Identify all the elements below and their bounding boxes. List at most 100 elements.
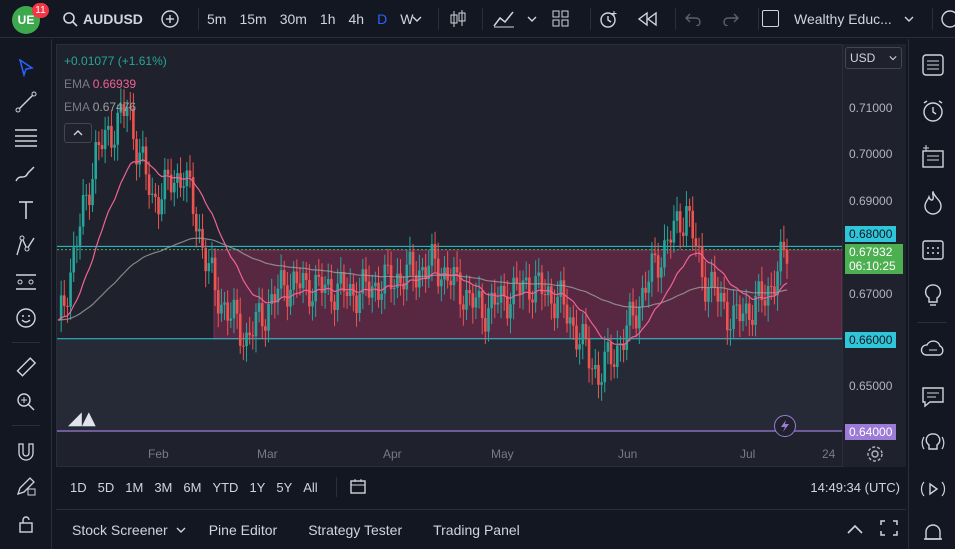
help-button[interactable] xyxy=(919,429,947,457)
currency-select[interactable]: USD xyxy=(845,47,902,69)
candle-body xyxy=(506,296,509,319)
notifications-button[interactable] xyxy=(919,519,947,547)
layout-checkbox[interactable] xyxy=(762,0,779,38)
candle-body xyxy=(480,290,484,319)
news-flash-button[interactable] xyxy=(774,415,796,437)
utc-clock[interactable]: 14:49:34 (UTC) xyxy=(810,479,900,495)
indicators-dropdown[interactable] xyxy=(527,0,537,38)
indicators-button[interactable] xyxy=(493,0,515,38)
price-change: +0.01077 (+1.61%) xyxy=(64,54,167,68)
range-3m[interactable]: 3M xyxy=(154,479,173,495)
candle-body xyxy=(339,272,343,284)
interval-list: 5m 15m 30m 1h 4h D W xyxy=(207,0,426,38)
hotlists-button[interactable] xyxy=(919,189,947,217)
quick-search-button[interactable] xyxy=(938,0,955,38)
maximize-panel-button[interactable] xyxy=(880,520,898,539)
replay-panel-button[interactable] xyxy=(919,475,947,503)
interval-w[interactable]: W xyxy=(400,11,414,27)
layouts-button[interactable] xyxy=(552,0,570,38)
range-5y[interactable]: 5Y xyxy=(276,479,293,495)
divider xyxy=(335,477,337,497)
range-1m[interactable]: 1M xyxy=(125,479,144,495)
alert-button[interactable] xyxy=(598,0,618,38)
goto-date-button[interactable] xyxy=(349,477,367,498)
ema-fast-row[interactable]: EMA 0.66939 xyxy=(64,73,167,96)
streams-button[interactable] xyxy=(919,335,947,363)
tab-pine-editor[interactable]: Pine Editor xyxy=(208,521,278,538)
alarm-icon xyxy=(600,10,617,28)
interval-dropdown[interactable] xyxy=(412,0,422,38)
candle-body xyxy=(374,282,377,287)
replay-button[interactable] xyxy=(638,0,658,38)
candle-body xyxy=(484,318,487,332)
ema-slow-row[interactable]: EMA 0.67476 xyxy=(64,96,167,119)
interval-5m[interactable]: 5m xyxy=(207,11,227,27)
tradingview-logo[interactable]: ◢▲ xyxy=(68,408,96,429)
watchlist-button[interactable] xyxy=(919,51,947,79)
tab-strategy-tester[interactable]: Strategy Tester xyxy=(308,521,403,538)
pattern-tool[interactable] xyxy=(13,233,39,259)
chart-settings-button[interactable] xyxy=(866,445,884,468)
ema-slow-line xyxy=(57,237,788,321)
icon-tool[interactable] xyxy=(13,305,39,331)
chart-type-button[interactable] xyxy=(449,0,467,38)
calendar-button[interactable] xyxy=(919,235,947,263)
ema-fast-value: 0.66939 xyxy=(92,77,137,91)
ideas-button[interactable] xyxy=(919,281,947,309)
range-1y[interactable]: 1Y xyxy=(249,479,266,495)
candle-body xyxy=(100,145,104,150)
divider xyxy=(758,8,759,30)
candle-body xyxy=(314,274,317,302)
candle-body xyxy=(496,302,500,305)
zoom-tool[interactable] xyxy=(13,389,39,415)
candle-body xyxy=(660,267,663,278)
level-tag-64: 0.64000 xyxy=(845,424,897,440)
interval-d[interactable]: D xyxy=(377,11,388,27)
stay-in-drawing-tool[interactable] xyxy=(13,473,39,499)
layout-name-button[interactable]: Wealthy Educ... xyxy=(794,0,892,38)
chats-button[interactable] xyxy=(919,383,947,411)
candle-body xyxy=(732,305,735,330)
candle-body xyxy=(515,277,519,284)
magnet-tool[interactable] xyxy=(13,439,39,465)
symbol-search[interactable]: AUDUSD xyxy=(62,0,143,38)
interval-15m[interactable]: 15m xyxy=(239,11,267,27)
text-tool[interactable] xyxy=(13,197,39,223)
candle-body xyxy=(188,170,192,177)
lock-drawings-tool[interactable] xyxy=(13,511,39,537)
measure-tool[interactable] xyxy=(13,355,39,381)
indicators-icon xyxy=(493,11,514,27)
candle-body xyxy=(408,251,412,265)
candle-body xyxy=(119,103,123,113)
object-tree-button[interactable] xyxy=(919,143,947,171)
brush-tool[interactable] xyxy=(13,161,39,187)
interval-4h[interactable]: 4h xyxy=(348,11,365,27)
range-1d[interactable]: 1D xyxy=(70,479,87,495)
tab-trading-panel[interactable]: Trading Panel xyxy=(433,521,520,538)
trendline-tool[interactable] xyxy=(13,89,39,115)
range-5d[interactable]: 5D xyxy=(97,479,115,495)
range-6m[interactable]: 6M xyxy=(183,479,202,495)
alerts-button[interactable] xyxy=(919,97,947,125)
tab-stock-screener[interactable]: Stock Screener xyxy=(72,522,186,538)
collapse-legend-button[interactable] xyxy=(64,123,92,143)
search-icon xyxy=(63,11,78,27)
candle-body xyxy=(449,280,453,286)
candle-body xyxy=(411,251,415,276)
candle-body xyxy=(455,267,459,273)
range-all[interactable]: All xyxy=(303,479,318,495)
range-ytd[interactable]: YTD xyxy=(212,479,239,495)
interval-30m[interactable]: 30m xyxy=(279,11,307,27)
prediction-tool[interactable] xyxy=(13,269,39,295)
undo-button[interactable] xyxy=(685,0,701,38)
layout-dropdown[interactable] xyxy=(904,0,914,38)
cursor-tool[interactable] xyxy=(13,55,39,81)
collapse-panel-button[interactable] xyxy=(846,522,864,538)
compare-button[interactable] xyxy=(160,0,180,38)
bottom-panel-bar: Stock Screener Pine Editor Strategy Test… xyxy=(56,509,906,549)
calendar-grid-icon xyxy=(922,240,944,260)
interval-1h[interactable]: 1h xyxy=(319,11,336,27)
fib-tool[interactable] xyxy=(13,125,39,151)
redo-button[interactable] xyxy=(723,0,739,38)
